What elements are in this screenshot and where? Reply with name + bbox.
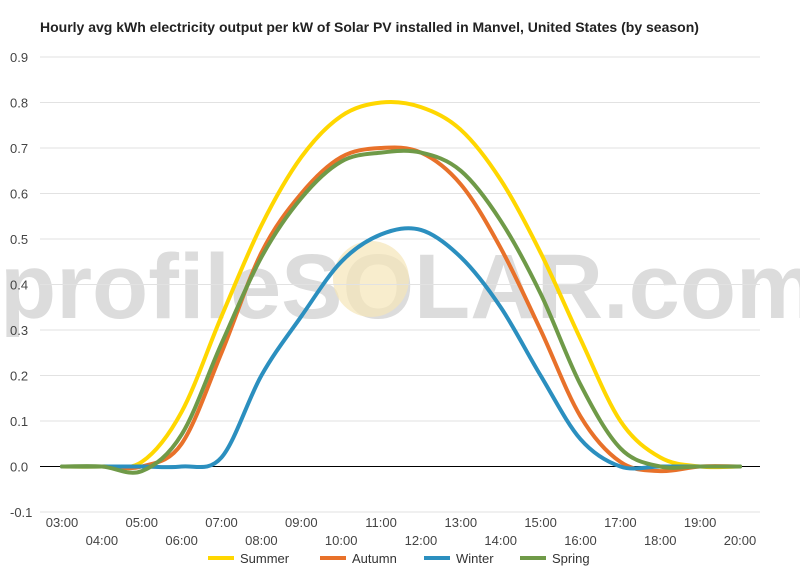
x-tick-label: 13:00 [445, 515, 478, 530]
x-tick-label: 20:00 [724, 533, 757, 548]
y-tick-label: 0.5 [10, 232, 28, 247]
x-tick-label: 06:00 [165, 533, 198, 548]
y-tick-label: 0.3 [10, 323, 28, 338]
x-tick-label: 07:00 [205, 515, 238, 530]
legend-label-spring: Spring [552, 551, 590, 566]
x-tick-label: 12:00 [405, 533, 438, 548]
x-tick-label: 14:00 [484, 533, 517, 548]
x-tick-label: 11:00 [365, 515, 397, 530]
y-tick-label: 0.6 [10, 187, 28, 202]
y-tick-label: 0.1 [10, 414, 28, 429]
x-tick-label: 15:00 [524, 515, 557, 530]
x-tick-label: 05:00 [125, 515, 158, 530]
y-tick-label: 0.0 [10, 460, 28, 475]
x-tick-label: 09:00 [285, 515, 318, 530]
watermark-sun-icon [333, 241, 409, 317]
x-tick-label: 16:00 [564, 533, 597, 548]
y-tick-label: 0.4 [10, 278, 28, 293]
legend-label-winter: Winter [456, 551, 494, 566]
y-tick-label: -0.1 [10, 505, 32, 520]
x-tick-label: 03:00 [46, 515, 79, 530]
chart-title: Hourly avg kWh electricity output per kW… [40, 19, 699, 35]
y-tick-label: 0.8 [10, 96, 28, 111]
y-tick-label: 0.2 [10, 369, 28, 384]
x-tick-label: 10:00 [325, 533, 358, 548]
y-tick-label: 0.9 [10, 50, 28, 65]
x-tick-label: 18:00 [644, 533, 677, 548]
series-line-winter [60, 226, 742, 471]
x-tick-label: 04:00 [86, 533, 119, 548]
series-line-summer [60, 99, 742, 470]
x-tick-label: 08:00 [245, 533, 278, 548]
x-tick-label: 19:00 [684, 515, 717, 530]
x-tick-label: 17:00 [604, 515, 637, 530]
legend-label-autumn: Autumn [352, 551, 397, 566]
legend-label-summer: Summer [240, 551, 290, 566]
series-line-autumn [60, 145, 742, 474]
y-tick-label: 0.7 [10, 141, 28, 156]
series-line-spring [60, 148, 742, 475]
